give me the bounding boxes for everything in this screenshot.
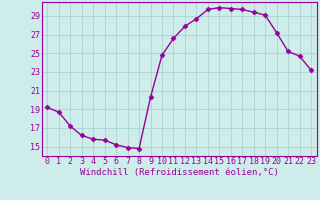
X-axis label: Windchill (Refroidissement éolien,°C): Windchill (Refroidissement éolien,°C) (80, 168, 279, 177)
